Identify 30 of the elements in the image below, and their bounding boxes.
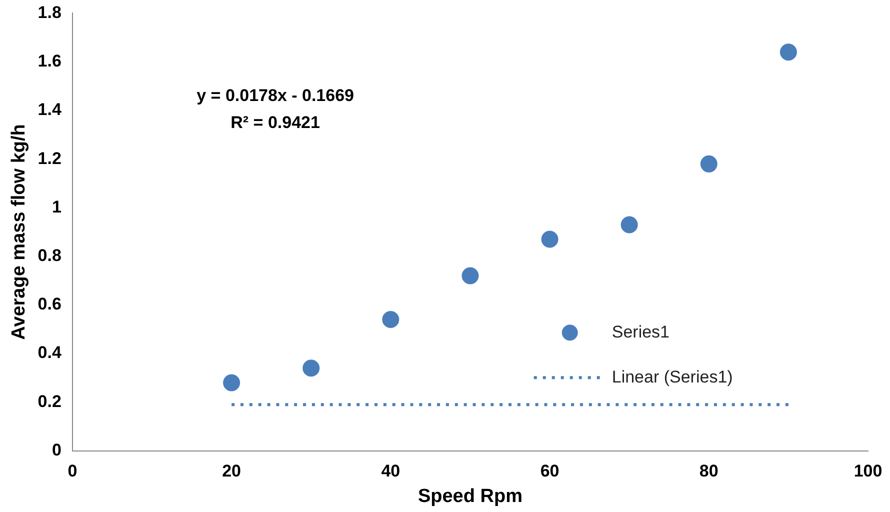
legend-label: Linear (Series1): [612, 367, 733, 386]
x-tick-label: 100: [854, 462, 882, 481]
x-tick-label: 40: [381, 462, 400, 481]
legend-label: Series1: [612, 322, 670, 342]
point: [382, 311, 400, 328]
point: [780, 44, 797, 61]
y-tick-label: 1: [52, 197, 62, 216]
y-tick-label: 0.8: [38, 246, 62, 265]
x-tick-label: 80: [699, 462, 718, 481]
y-axis-title: Average mass flow kg/h: [8, 124, 30, 340]
x-tick-label: 20: [222, 462, 242, 481]
point: [700, 155, 718, 172]
point: [223, 374, 240, 392]
y-tick-label: 0.4: [38, 343, 62, 362]
annotation: y = 0.0178x - 0.1669: [196, 86, 354, 105]
point: [462, 267, 479, 284]
y-tick-label: 1.6: [38, 52, 62, 71]
y-tick-label: 0.2: [38, 392, 62, 411]
y-tick-label: 1.2: [38, 148, 62, 168]
point: [302, 360, 320, 377]
x-tick-label: 60: [540, 462, 560, 481]
y-tick-label: 0: [52, 440, 62, 460]
x-tick-label: 0: [68, 462, 78, 481]
y-tick-label: 1.4: [38, 100, 62, 120]
point: [541, 230, 558, 248]
y-tick-label: 0.6: [38, 294, 62, 314]
annotation: R² = 0.9421: [230, 112, 320, 132]
point: [620, 216, 638, 234]
x-axis-title: Speed Rpm: [418, 486, 522, 507]
y-tick-label: 1.8: [38, 2, 62, 22]
